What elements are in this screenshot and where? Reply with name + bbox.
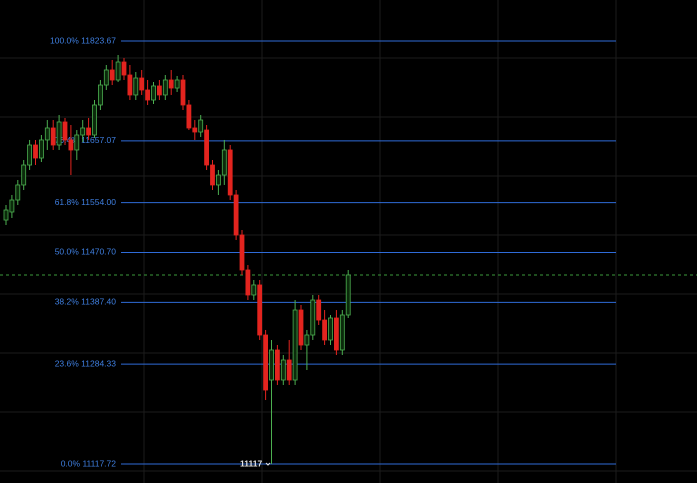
- candle-body: [162, 79, 168, 96]
- fib-label: 0.0% 11117.72: [61, 458, 117, 468]
- candle-body: [3, 209, 9, 221]
- candle-body: [33, 144, 38, 159]
- candle-body: [280, 359, 286, 381]
- fib-label: 50.0% 11470.70: [55, 247, 117, 257]
- candle-body: [251, 284, 257, 296]
- candle-body: [345, 274, 351, 316]
- candle-body: [121, 61, 127, 76]
- candle-body: [156, 85, 162, 96]
- low-label: 11117: [240, 458, 263, 468]
- candle-body: [151, 85, 156, 101]
- candle-body: [139, 77, 145, 91]
- candle-body: [44, 127, 50, 141]
- candle-body: [239, 234, 245, 271]
- candle-body: [333, 317, 339, 351]
- candle-body: [133, 77, 139, 96]
- candle-body: [227, 149, 233, 196]
- candle-body: [339, 314, 345, 351]
- candle-body: [328, 317, 333, 341]
- candle-body: [39, 139, 44, 159]
- candle-body: [50, 127, 56, 146]
- candle-body: [9, 199, 15, 213]
- candle-body: [233, 194, 239, 236]
- candle-body: [221, 149, 227, 176]
- candle-body: [15, 184, 21, 201]
- candle-body: [180, 79, 186, 106]
- candle-body: [192, 127, 198, 133]
- candle-body: [98, 84, 103, 106]
- candle-body: [210, 164, 215, 186]
- candle-body: [68, 139, 74, 151]
- fib-label: 23.6% 11284.33: [55, 358, 117, 368]
- candle-body: [86, 127, 91, 136]
- candle-body: [74, 134, 80, 151]
- low-caret: [265, 462, 271, 466]
- candle-body: [109, 69, 115, 81]
- candle-body: [92, 104, 97, 136]
- candle-body: [215, 174, 221, 186]
- candle-body: [80, 127, 86, 136]
- candle-body: [204, 129, 210, 166]
- candle-body: [263, 334, 269, 391]
- candle-body: [145, 89, 151, 101]
- candle-body: [257, 284, 263, 336]
- candle-body: [310, 299, 316, 336]
- candle-body: [21, 164, 27, 186]
- candle-body: [127, 74, 133, 96]
- candle-body: [274, 349, 280, 381]
- candle-body: [269, 349, 274, 381]
- candle-body: [103, 69, 109, 86]
- candle-body: [292, 309, 298, 381]
- candle-body: [245, 269, 251, 296]
- fib-label: 76.4% 11657.07: [55, 135, 117, 145]
- candle-body: [286, 359, 292, 381]
- candle-body: [174, 79, 180, 89]
- fib-label: 100.0% 11823.67: [50, 35, 116, 45]
- candle-body: [115, 61, 121, 81]
- candle-body: [298, 309, 304, 346]
- candle-body: [322, 319, 328, 341]
- candle-body: [186, 104, 192, 129]
- candle-body: [62, 121, 68, 141]
- fib-label: 61.8% 11554.00: [55, 197, 117, 207]
- candle-body: [27, 144, 33, 166]
- candle-body: [56, 121, 62, 146]
- fib-label: 38.2% 11387.40: [55, 297, 117, 307]
- candle-body: [316, 299, 322, 321]
- candle-body: [304, 334, 310, 346]
- candle-body: [198, 119, 204, 133]
- candle-body: [168, 79, 174, 89]
